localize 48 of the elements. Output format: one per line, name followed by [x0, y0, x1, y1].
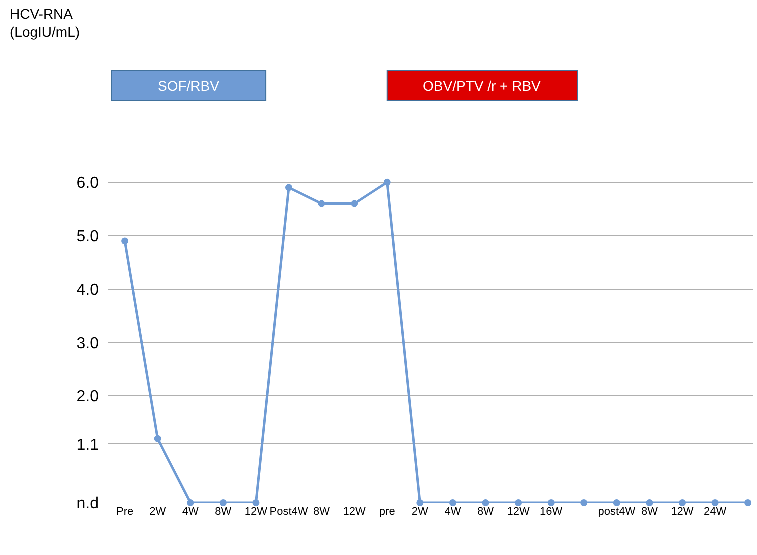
x-tick-label: 8W [641, 506, 659, 518]
point [252, 500, 260, 506]
point [449, 500, 456, 506]
point [646, 500, 654, 506]
text: SOF/RBV [158, 78, 220, 94]
x-tick-label: 16W [540, 506, 564, 518]
text: HCV-RNA (LogIU/mL) [10, 6, 80, 40]
x-tick-label: 8W [215, 506, 232, 518]
x-tick-label: 8W [314, 506, 331, 518]
x-tick-label: pre [379, 506, 396, 518]
x-tick-label: 24W [704, 506, 728, 518]
point [318, 200, 326, 208]
x-tick-label: 4W [182, 506, 200, 518]
x-tick-label: Pre [116, 506, 134, 518]
x-tick-label: 12W [244, 506, 268, 518]
point [187, 500, 194, 506]
x-tick-label: post4W [598, 506, 636, 518]
x-tick-label: 2W [412, 506, 430, 518]
y-tick-label: 4.0 [76, 282, 100, 299]
y-tick-label: 3.0 [76, 335, 100, 352]
y-tick-label: n.d [76, 496, 99, 513]
x-tick-label: 12W [343, 506, 367, 518]
point [351, 200, 358, 208]
x-tick-label: 12W [671, 506, 694, 518]
point [122, 238, 129, 245]
point [384, 178, 391, 186]
x-tick-label: 12W [507, 506, 530, 518]
y-tick-label: 1.1 [76, 436, 100, 454]
point [744, 500, 752, 506]
point [679, 500, 686, 506]
point [712, 500, 719, 506]
y-tick-label: 2.0 [76, 388, 100, 406]
point [580, 500, 588, 506]
point [613, 500, 620, 506]
x-tick-label: Post4W [270, 506, 309, 518]
y-tick-label: 5.0 [76, 228, 100, 246]
x-tick-label: 4W [444, 506, 462, 518]
y-tick-label: 6.0 [76, 175, 100, 192]
point [482, 500, 490, 506]
x-tick-label: 8W [478, 506, 495, 518]
text: OBV/PTV /r + RBV [423, 78, 542, 94]
point [515, 500, 522, 506]
point [416, 500, 424, 506]
point [548, 500, 555, 506]
point [220, 500, 227, 506]
x-tick-label: 2W [150, 506, 167, 518]
point [154, 435, 162, 442]
point [286, 184, 293, 192]
